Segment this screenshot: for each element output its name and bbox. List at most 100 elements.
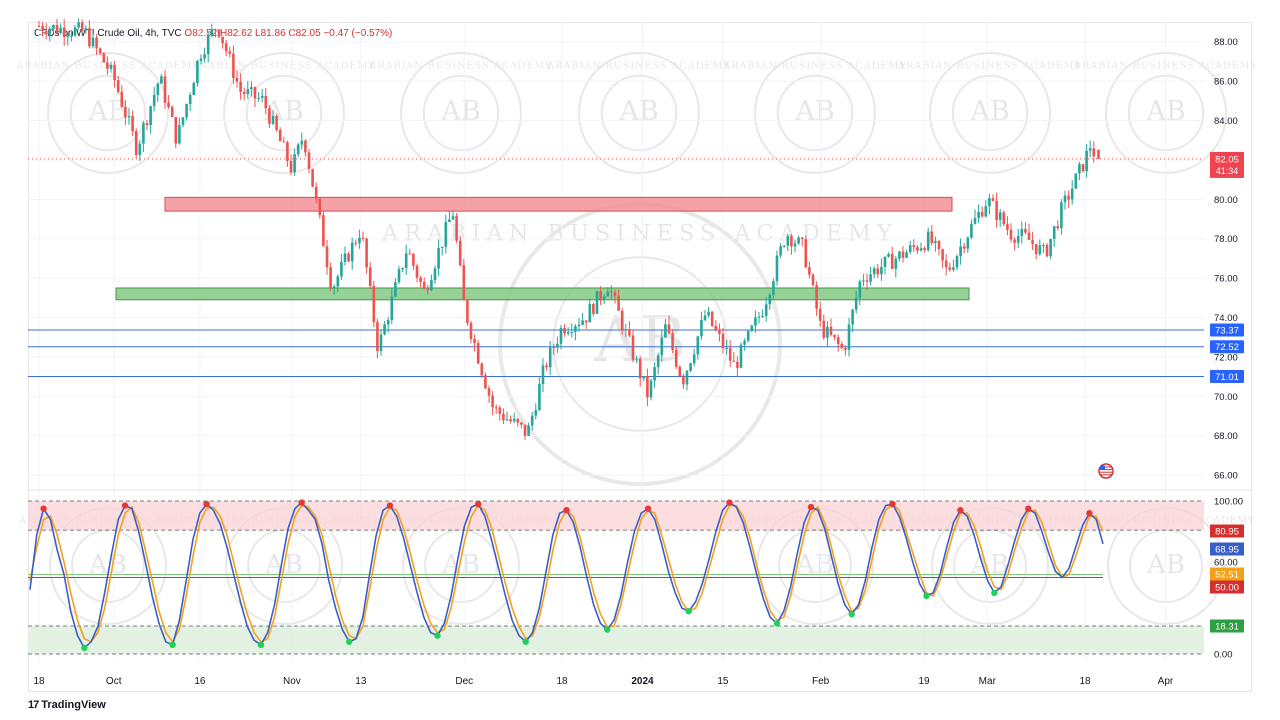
candle-body [455, 216, 458, 241]
stoch-peak-marker [298, 499, 305, 506]
candle-body [48, 28, 52, 35]
level-price-label: 72.52 [1215, 342, 1239, 353]
chart-legend: CFDs on WTI Crude Oil, 4h, TVC O82.52 H8… [34, 28, 392, 39]
candle-body [664, 324, 667, 338]
price-tick-label: 74.00 [1214, 313, 1238, 324]
candle-body [440, 246, 444, 249]
candle-body [120, 91, 124, 107]
candle-body [217, 29, 221, 37]
candle-body [88, 28, 91, 47]
candle-body [1074, 173, 1078, 189]
price-axis: 88.0086.0084.0082.0080.0078.0076.0074.00… [1098, 37, 1244, 482]
candle-body [682, 376, 685, 385]
candle-body [131, 116, 134, 132]
candle-body [566, 331, 570, 334]
last-price-box [1210, 151, 1244, 178]
stoch-trough-marker [773, 620, 781, 627]
oversold-band [28, 625, 1204, 654]
candle-body [113, 64, 116, 80]
candle-body [199, 58, 203, 61]
candle-body [581, 320, 584, 325]
candle-body [336, 276, 340, 287]
candle-body [487, 388, 491, 396]
candle-body [548, 347, 552, 368]
stoch-peak-marker [1086, 510, 1093, 517]
candle-body [552, 347, 556, 349]
support-zone [115, 287, 970, 301]
watermark-inner-ring [600, 74, 678, 152]
candle-body [178, 125, 181, 144]
candle-body [912, 245, 916, 248]
stoch-trough-marker [848, 611, 855, 618]
candle-body [725, 347, 728, 349]
ohlc-low: L81.86 [255, 28, 286, 39]
candle-body [772, 281, 775, 295]
candle-body [1031, 239, 1034, 245]
candle-body [844, 347, 847, 350]
candle-body [610, 291, 613, 293]
candle-body [980, 211, 984, 217]
watermark-inner-ring [776, 74, 854, 152]
candle-body [426, 288, 430, 291]
oscillator-axis: 100.00 60.00 0.00 80.95 68.95 52.51 50.00 18.31 [1210, 497, 1244, 661]
watermark-inner-ring [245, 74, 323, 152]
candle-body [592, 303, 595, 314]
stoch-trough-marker [257, 641, 265, 649]
tradingview-brand[interactable]: 17 TradingView [28, 699, 106, 711]
candle-body [448, 219, 451, 223]
candle-body [275, 115, 278, 130]
candle-body [800, 237, 804, 240]
candle-body [476, 343, 480, 364]
candle-body [970, 223, 973, 238]
candle-body [718, 329, 721, 334]
watermark-stamp: AB ARABIAN BUSINESS ACADEMY [546, 52, 730, 174]
candle-body [365, 238, 368, 268]
candle-body [703, 315, 707, 321]
candle-body [790, 236, 793, 247]
candle-body [905, 252, 908, 258]
price-tick-label: 84.00 [1214, 116, 1238, 127]
price-tick-label: 68.00 [1214, 431, 1238, 442]
price-tick-label: 88.00 [1214, 37, 1238, 48]
watermark-logo: AB [618, 96, 658, 127]
price-tick-label: 76.00 [1214, 274, 1238, 285]
candle-body [998, 212, 1002, 220]
candle-body [1013, 239, 1016, 243]
candle-body [77, 22, 80, 28]
candle-body [214, 29, 217, 31]
candle-body [894, 258, 898, 269]
candle-body [710, 311, 714, 326]
stoch-peak-marker [1025, 505, 1032, 512]
candle-body [642, 376, 646, 379]
candle-body [973, 217, 977, 224]
watermark-logo: AB [794, 96, 834, 127]
candle-body [901, 251, 905, 258]
candle-body [325, 246, 329, 268]
candle-body [419, 277, 422, 282]
stoch-trough-marker [685, 607, 692, 615]
candle-body [595, 291, 599, 314]
candle-body [876, 268, 880, 275]
osc-value-label: 68.95 [1215, 545, 1239, 556]
candle-body [732, 360, 736, 362]
candle-body [62, 27, 66, 38]
last-price-label: 82.05 [1215, 154, 1239, 165]
candle-body [858, 281, 862, 298]
candle-body [966, 237, 970, 249]
watermark-ring [47, 52, 169, 174]
candle-body [1097, 149, 1100, 159]
candle-body [52, 24, 55, 29]
osc-tick-label: 60.00 [1214, 558, 1238, 569]
candle-body [826, 326, 829, 338]
candle-body [638, 358, 642, 379]
candle-body [350, 242, 354, 262]
zones-layer [115, 196, 970, 301]
oscillator-pane [28, 489, 1252, 655]
candle-body [376, 322, 379, 351]
candle-body [181, 117, 185, 126]
ohlc-open: O82.52 [184, 28, 218, 39]
candle-body [469, 323, 473, 339]
price-change: −0.47 (−0.57%) [323, 28, 393, 39]
candle-body [260, 95, 264, 98]
